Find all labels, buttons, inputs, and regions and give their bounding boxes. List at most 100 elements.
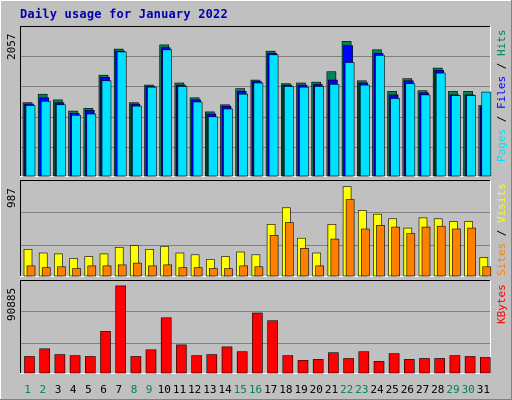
y-max-label-kbytes: 90885	[5, 287, 18, 321]
bar-sites-day-8	[133, 262, 142, 277]
x-label-day-29: 29	[446, 383, 459, 396]
bar-pages-day-14	[223, 108, 233, 177]
bar-kbytes-day-2	[39, 348, 51, 374]
x-label-day-21: 21	[325, 383, 338, 396]
bar-sites-day-19	[300, 248, 309, 277]
x-label-day-15: 15	[234, 383, 247, 396]
bar-kbytes-day-19	[297, 360, 309, 374]
x-label-day-22: 22	[340, 383, 353, 396]
bar-pages-day-27	[420, 94, 431, 177]
bar-pages-day-17	[268, 54, 279, 177]
bar-sites-day-23	[360, 228, 370, 277]
bar-kbytes-day-20	[312, 359, 324, 374]
bar-pages-day-8	[132, 105, 142, 177]
bar-pages-day-9	[147, 86, 157, 177]
bar-sites-day-1	[26, 265, 36, 277]
bar-kbytes-day-26	[403, 359, 415, 374]
bar-kbytes-day-23	[358, 351, 370, 374]
x-label-day-5: 5	[85, 383, 92, 396]
bar-kbytes-day-16	[252, 312, 263, 374]
bar-pages-day-19	[299, 86, 309, 177]
legend-separator: /	[495, 109, 508, 129]
bar-kbytes-day-11	[176, 344, 187, 374]
bar-kbytes-day-10	[160, 317, 172, 374]
bar-pages-day-5	[86, 113, 97, 177]
x-label-day-8: 8	[131, 383, 138, 396]
bar-pages-day-6	[101, 80, 112, 177]
x-label-day-24: 24	[370, 383, 384, 396]
legend-visits: Visits	[495, 183, 508, 224]
x-label-day-9: 9	[146, 383, 153, 396]
x-label-day-7: 7	[115, 383, 122, 396]
bar-sites-day-3	[57, 266, 66, 277]
bar-kbytes-day-21	[328, 352, 339, 374]
bar-pages-day-11	[177, 86, 188, 177]
bar-sites-day-15	[239, 265, 248, 277]
bar-pages-day-26	[405, 83, 416, 177]
bar-kbytes-day-31	[479, 357, 491, 374]
bar-sites-day-30	[467, 227, 476, 277]
bar-sites-day-31	[482, 266, 492, 277]
chart-title: Daily usage for January 2022	[20, 7, 228, 21]
y-max-label-visits-sites: 987	[5, 187, 18, 208]
bar-kbytes-day-8	[130, 356, 142, 374]
x-label-day-13: 13	[203, 383, 216, 396]
bar-sites-day-13	[209, 268, 218, 277]
x-label-day-27: 27	[416, 383, 429, 396]
x-label-day-30: 30	[462, 383, 475, 396]
bar-sites-day-6	[102, 265, 112, 277]
y-max-label-hits-files-pages: 2057	[5, 33, 18, 61]
legend-visits-sites: Sites / Visits	[495, 184, 508, 277]
bar-pages-day-4	[71, 115, 81, 177]
bar-kbytes-day-9	[145, 349, 157, 374]
bar-sites-day-17	[269, 235, 279, 277]
bar-kbytes-day-7	[115, 285, 126, 374]
bar-pages-day-31	[481, 91, 492, 177]
bar-pages-day-1	[25, 105, 36, 177]
bar-kbytes-day-5	[85, 356, 96, 374]
bar-pages-day-22	[344, 62, 355, 177]
bar-pages-day-20	[314, 86, 325, 177]
bar-kbytes-day-4	[69, 355, 81, 374]
legend-hits-files-pages: Pages / Files / Hits	[495, 30, 508, 163]
legend-hits: Hits	[495, 29, 508, 57]
bar-kbytes-day-28	[434, 358, 446, 374]
legend-pages: Pages	[495, 128, 508, 162]
bar-sites-day-7	[117, 264, 127, 277]
bar-sites-day-18	[284, 222, 294, 277]
bar-sites-day-9	[148, 265, 157, 277]
bar-kbytes-day-25	[388, 353, 400, 374]
bar-pages-day-3	[56, 104, 66, 177]
bar-sites-day-11	[178, 267, 188, 277]
bar-sites-day-21	[330, 238, 340, 277]
bar-kbytes-day-15	[236, 351, 248, 374]
legend-kbytes: KBytes	[495, 283, 508, 324]
bar-kbytes-day-13	[206, 354, 218, 374]
bar-pages-day-18	[283, 86, 294, 177]
bar-kbytes-day-17	[267, 320, 278, 374]
bar-pages-day-12	[192, 101, 203, 177]
bar-sites-day-29	[452, 228, 461, 277]
bar-pages-day-15	[238, 93, 248, 177]
bar-sites-day-5	[87, 265, 97, 277]
bar-sites-day-4	[72, 268, 81, 277]
legend-files: Files	[495, 75, 508, 109]
bar-kbytes-day-3	[54, 354, 66, 374]
bar-sites-day-12	[193, 267, 203, 277]
bar-pages-day-29	[451, 95, 461, 177]
bar-pages-day-16	[253, 82, 264, 177]
x-label-day-25: 25	[386, 383, 399, 396]
x-label-day-26: 26	[401, 383, 414, 396]
bar-pages-day-25	[390, 98, 400, 177]
bar-pages-day-24	[375, 55, 385, 177]
x-label-day-23: 23	[355, 383, 368, 396]
x-label-day-4: 4	[70, 383, 77, 396]
x-label-day-16: 16	[249, 383, 262, 396]
bar-sites-day-14	[224, 268, 233, 277]
bar-sites-day-26	[406, 233, 416, 277]
legend-separator: /	[495, 56, 508, 76]
x-label-day-12: 12	[188, 383, 201, 396]
bar-kbytes-day-12	[191, 355, 202, 374]
bar-pages-day-2	[40, 101, 51, 177]
